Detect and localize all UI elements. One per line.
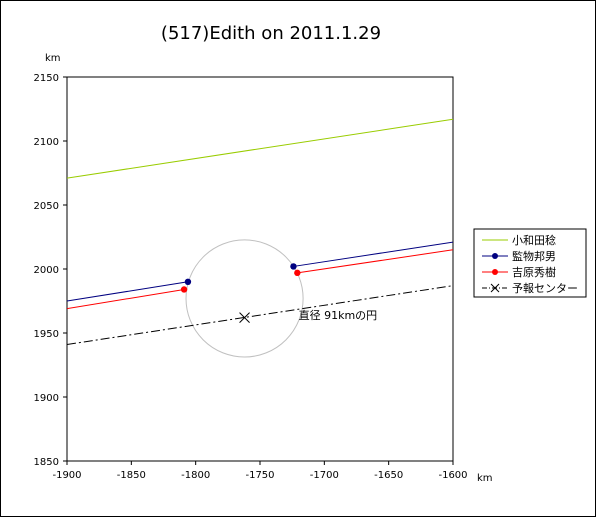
x-tick-label: -1900 <box>52 470 81 481</box>
legend-marker-3 <box>490 283 500 293</box>
x-tick-label: -1800 <box>181 470 210 481</box>
y-tick-label: 1900 <box>34 393 59 404</box>
legend-label-1: 監物邦男 <box>512 249 556 263</box>
circle-label: 直径 91kmの円 <box>299 308 378 322</box>
series-line-1 <box>293 241 453 267</box>
x-tick-label: -1600 <box>438 470 467 481</box>
x-axis-unit: km <box>477 473 493 484</box>
series-line-2 <box>297 249 453 274</box>
series-point-1 <box>290 263 297 270</box>
series-line-3 <box>67 285 453 346</box>
legend-label-3: 予報センター <box>512 282 578 295</box>
legend-label-2: 吉原秀樹 <box>512 266 556 279</box>
series-point-1 <box>184 278 192 285</box>
y-axis-unit: km <box>45 53 61 64</box>
x-tick-label: -1700 <box>310 470 339 481</box>
legend-marker-2 <box>492 269 498 275</box>
chart-title: (517)Edith on 2011.1.29 <box>161 23 381 44</box>
y-tick-label: 1850 <box>34 457 59 468</box>
series-line-1 <box>67 281 189 302</box>
y-tick-label: 2050 <box>34 201 59 212</box>
diameter-circle <box>185 239 304 358</box>
x-tick-label: -1650 <box>374 470 403 481</box>
legend-marker-1 <box>492 253 498 259</box>
series-line-0 <box>67 118 453 179</box>
series-line-2 <box>67 288 185 310</box>
y-tick-label: 2100 <box>34 137 59 148</box>
x-tick-label: -1850 <box>117 470 146 481</box>
series-point-3 <box>239 312 250 323</box>
series-point-2 <box>294 269 301 277</box>
series-point-2 <box>180 286 188 293</box>
y-tick-label: 2000 <box>34 265 59 276</box>
x-tick-label: -1750 <box>245 470 274 481</box>
y-tick-label: 1950 <box>34 329 59 340</box>
y-tick-label: 2150 <box>34 73 59 84</box>
plot-area <box>66 76 454 462</box>
legend-label-0: 小和田稔 <box>512 233 556 247</box>
